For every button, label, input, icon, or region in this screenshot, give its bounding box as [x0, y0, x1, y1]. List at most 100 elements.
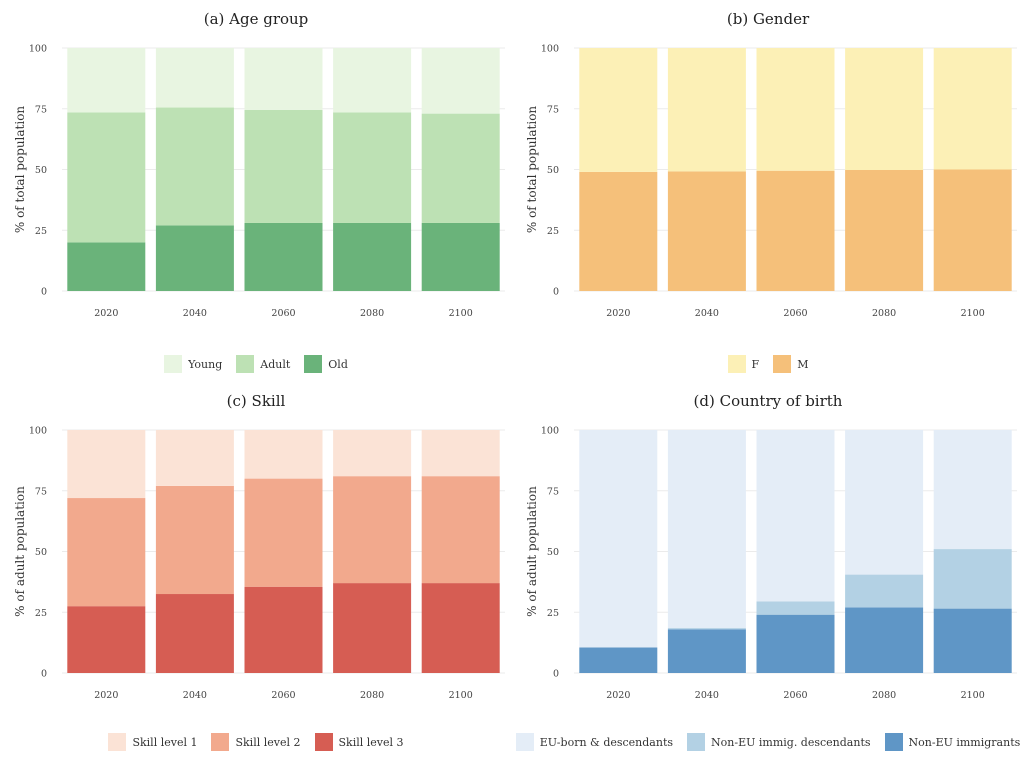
bar-segment [421, 113, 500, 223]
x-tick-label: 2040 [183, 308, 207, 319]
x-tick-label: 2020 [94, 308, 118, 319]
legend-swatch [727, 355, 746, 373]
bar-segment [421, 430, 500, 477]
x-tick-label: 2060 [271, 690, 295, 701]
bar-segment [756, 430, 835, 602]
bar-segment [333, 430, 412, 477]
x-tick-label: 2100 [449, 690, 473, 701]
bar-segment [244, 109, 323, 223]
y-tick-label: 0 [41, 287, 47, 298]
legend-item: Non-EU immigrants [884, 733, 1021, 751]
legend-label: Non-EU immigrants [908, 735, 1021, 749]
bar-segment [579, 647, 658, 673]
bar-segment [155, 107, 234, 226]
bar-segment [667, 628, 746, 630]
x-tick-label: 2080 [872, 308, 896, 319]
legend-age-group: Young Adult Old [0, 354, 512, 374]
legend-swatch [304, 355, 323, 373]
x-tick-label: 2040 [183, 690, 207, 701]
x-tick-label: 2080 [360, 690, 384, 701]
y-axis-label: % of total population [525, 106, 539, 234]
chart-title: (c) Skill [226, 392, 286, 410]
y-tick-label: 25 [547, 226, 559, 237]
bar-segment [933, 48, 1012, 170]
y-tick-label: 100 [541, 426, 559, 437]
y-tick-label: 100 [541, 44, 559, 55]
y-axis-label: % of total population [13, 106, 27, 234]
chart-title: (d) Country of birth [693, 392, 843, 410]
bar-segment [756, 614, 835, 673]
legend-swatch [164, 355, 183, 373]
legend-swatch [108, 733, 127, 751]
legend-item: EU-born & descendants [515, 733, 674, 751]
plot-gender: 2020 2040 2060 2080 2100 0 25 50 75 100 % of total… [525, 44, 1017, 319]
bar-segment [421, 222, 500, 291]
y-tick-label: 0 [553, 669, 559, 680]
x-tick-label: 2080 [872, 690, 896, 701]
legend-label: Skill level 2 [235, 735, 301, 749]
bar-segment [756, 170, 835, 291]
legend-swatch [314, 733, 333, 751]
chart-title: (a) Age group [203, 10, 309, 28]
legend-label: F [751, 357, 760, 371]
bar-segment [579, 48, 658, 172]
chart-title: (b) Gender [726, 10, 810, 28]
bar-segment [421, 48, 500, 114]
x-tick-label: 2020 [94, 690, 118, 701]
y-tick-label: 100 [29, 426, 47, 437]
legend-swatch [773, 355, 792, 373]
panel-gender: (b) Gender 2020 2040 2060 2080 2100 0 25 50 75 10… [512, 0, 1024, 382]
legend-label: Adult [260, 357, 291, 371]
legend-label: M [797, 357, 809, 371]
bar-segment [845, 48, 924, 170]
x-tick-label: 2100 [961, 308, 985, 319]
plot-skill: 2020 2040 2060 2080 2100 0 25 50 75 100 % of adult… [13, 426, 505, 701]
plot-age-group: 2020 2040 2060 2080 2100 0 25 50 75 100 % of total… [13, 44, 505, 319]
y-tick-label: 75 [547, 104, 559, 115]
legend-label: Skill level 3 [338, 735, 404, 749]
legend-label: Old [328, 357, 348, 371]
legend-label: Young [188, 357, 223, 371]
y-tick-label: 50 [35, 547, 47, 558]
legend-item: Skill level 1 [108, 733, 197, 751]
bar-segment [67, 48, 146, 113]
x-tick-label: 2040 [695, 308, 719, 319]
bar-segment [67, 606, 146, 673]
x-tick-label: 2020 [606, 308, 630, 319]
bar-segment [333, 476, 412, 584]
y-tick-label: 100 [29, 44, 47, 55]
legend-country-of-birth: EU-born & descendants Non-EU immig. desce… [512, 732, 1024, 752]
y-axis-label: % of adult population [13, 486, 27, 617]
bar-segment [333, 583, 412, 673]
x-tick-label: 2040 [695, 690, 719, 701]
y-tick-label: 50 [547, 165, 559, 176]
x-tick-label: 2020 [606, 690, 630, 701]
legend-item: Adult [236, 355, 290, 373]
y-tick-label: 0 [553, 287, 559, 298]
bar-segment [667, 48, 746, 172]
x-tick-label: 2080 [360, 308, 384, 319]
bar-segment [67, 242, 146, 291]
legend-item: Young [164, 355, 222, 373]
bar-segment [667, 430, 746, 629]
bar-segment [579, 171, 658, 291]
bar-segment [421, 476, 500, 584]
legend-item: Skill level 3 [314, 733, 404, 751]
y-tick-label: 75 [35, 486, 47, 497]
legend-label: Non-EU immig. descendants [711, 735, 871, 749]
bar-segment [845, 574, 924, 608]
bar-segment [845, 169, 924, 291]
bar-segment [579, 430, 658, 648]
bar-segment [756, 48, 835, 171]
bar-segment [244, 48, 323, 110]
bar-segment [845, 430, 924, 575]
legend-label: EU-born & descendants [539, 735, 674, 749]
legend-swatch [211, 733, 230, 751]
bar-segment [155, 594, 234, 673]
bar-segment [756, 601, 835, 615]
bar-segment [244, 586, 323, 673]
legend-skill: Skill level 1 Skill level 2 Skill level 3 [0, 732, 512, 752]
x-tick-label: 2060 [783, 308, 807, 319]
panel-country-of-birth: (d) Country of birth 2020 2040 2060 2080 210… [512, 382, 1024, 764]
bar-segment [155, 485, 234, 595]
